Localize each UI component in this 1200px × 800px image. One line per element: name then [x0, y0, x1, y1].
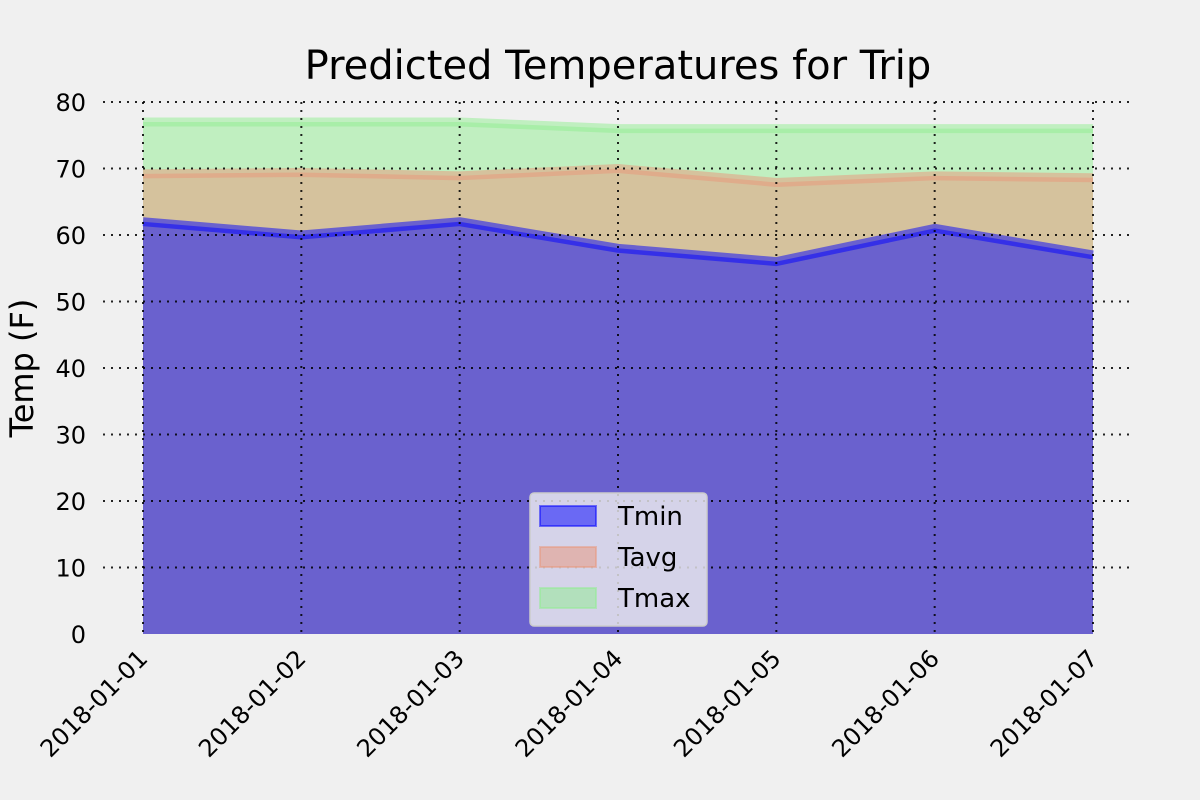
legend-swatch-tavg — [539, 546, 597, 568]
y-axis-label: Temp (F) — [3, 299, 41, 439]
y-tick-label: 60 — [55, 222, 86, 250]
x-tick-label: 2018-01-04 — [510, 644, 628, 762]
y-ticks: 0 10 20 30 40 50 60 70 80 — [55, 89, 86, 649]
legend-label-tmax: Tmax — [617, 584, 691, 614]
legend-label-tavg: Tavg — [617, 543, 677, 573]
y-tick-label: 20 — [55, 488, 86, 516]
legend-swatch-tmin — [539, 505, 597, 527]
x-tick-label: 2018-01-03 — [351, 644, 469, 762]
y-tick-label: 80 — [55, 89, 86, 117]
x-tick-label: 2018-01-01 — [35, 644, 153, 762]
y-tick-label: 40 — [55, 355, 86, 383]
y-tick-label: 30 — [55, 422, 86, 450]
x-ticks: 2018-01-01 2018-01-02 2018-01-03 2018-01-04… — [35, 644, 1103, 762]
line-tmax — [143, 117, 1093, 134]
x-tick-label: 2018-01-07 — [985, 644, 1103, 762]
legend-swatch-tmax — [539, 587, 597, 609]
area-tmin — [143, 221, 1093, 634]
x-tick-label: 2018-01-05 — [668, 644, 786, 762]
y-tick-label: 70 — [55, 156, 86, 184]
legend-label-tmin: Tmin — [617, 502, 683, 532]
x-tick-label: 2018-01-02 — [193, 644, 311, 762]
y-tick-label: 10 — [55, 555, 86, 583]
x-tick-label: 2018-01-06 — [826, 644, 944, 762]
chart-title: Predicted Temperatures for Trip — [305, 43, 932, 89]
y-tick-label: 0 — [71, 621, 86, 649]
line-tmin — [142, 217, 1094, 267]
legend: Tmin Tavg Tmax — [529, 492, 708, 627]
gridlines — [103, 101, 1135, 634]
y-tick-label: 50 — [55, 289, 86, 317]
